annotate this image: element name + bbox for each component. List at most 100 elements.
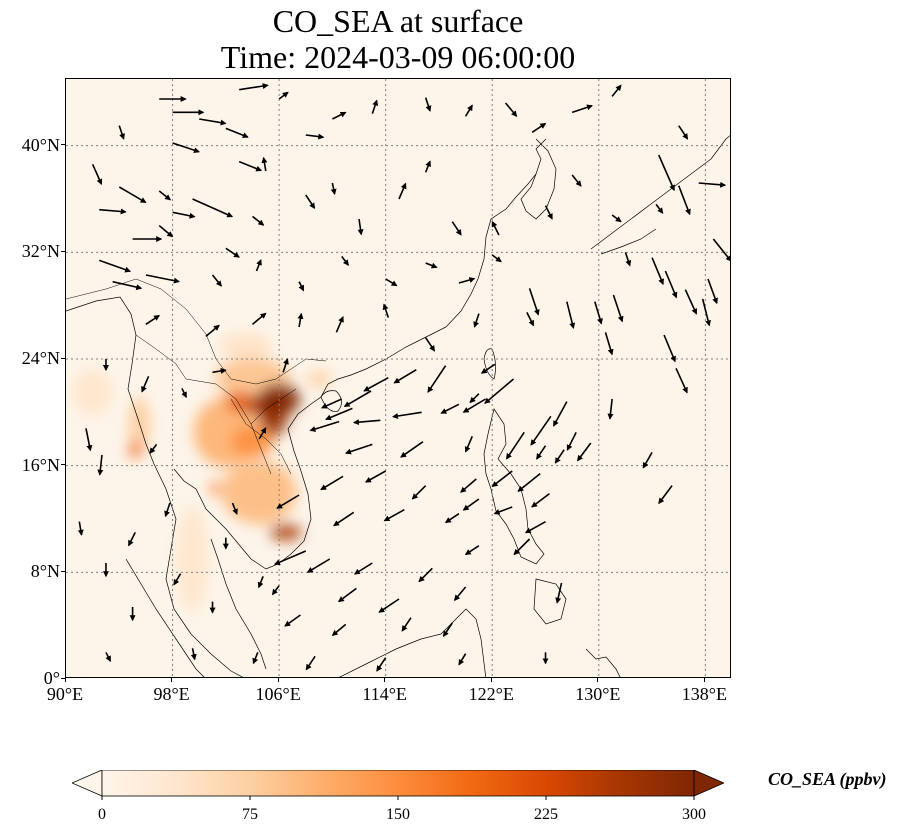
wind-arrow bbox=[118, 125, 125, 140]
wind-arrow bbox=[642, 451, 653, 469]
wind-arrow bbox=[473, 313, 480, 328]
wind-arrow bbox=[239, 83, 269, 91]
latitude-tick-label: 32°N bbox=[21, 241, 60, 262]
wind-arrow bbox=[677, 185, 691, 216]
longitude-tick-label: 138°E bbox=[681, 684, 727, 704]
wind-arrow bbox=[505, 431, 525, 460]
wind-arrow bbox=[278, 91, 289, 100]
concentration-hotspot bbox=[221, 460, 297, 525]
wind-arrow bbox=[258, 427, 267, 440]
wind-arrow bbox=[212, 367, 227, 374]
latitude-tick-label: 8°N bbox=[30, 561, 60, 582]
wind-arrow bbox=[576, 442, 592, 462]
wind-arrow bbox=[427, 365, 447, 393]
wind-arrow bbox=[99, 208, 127, 215]
wind-arrow bbox=[392, 411, 422, 419]
wind-arrow bbox=[77, 521, 84, 536]
wind-arrow bbox=[305, 194, 316, 210]
coastline-mindanao bbox=[533, 578, 567, 625]
coastline-philippines bbox=[483, 408, 545, 565]
wind-arrow bbox=[105, 651, 112, 663]
latitude-tick-label: 0° bbox=[43, 668, 60, 688]
longitude-tick-label: 90°E bbox=[46, 684, 84, 704]
wind-arrow bbox=[190, 648, 197, 661]
wind-arrow bbox=[385, 278, 398, 287]
colorbar-tick-label: 300 bbox=[682, 806, 706, 823]
coastline-korea bbox=[520, 138, 557, 220]
wind-arrow bbox=[309, 420, 340, 432]
wind-arrow bbox=[141, 376, 150, 393]
concentration-hotspot bbox=[209, 481, 221, 496]
wind-arrow bbox=[675, 368, 688, 394]
longitude-tick-label: 114°E bbox=[362, 684, 407, 704]
wind-arrow bbox=[491, 254, 502, 263]
wind-arrow bbox=[321, 398, 343, 409]
wind-arrow bbox=[460, 478, 477, 493]
wind-arrow bbox=[297, 312, 304, 328]
longitude-tick bbox=[277, 678, 279, 682]
wind-arrow bbox=[255, 259, 262, 272]
wind-arrow bbox=[707, 278, 718, 305]
wind-arrow bbox=[571, 104, 593, 114]
wind-arrow bbox=[363, 376, 389, 392]
wind-arrow bbox=[225, 247, 240, 258]
longitude-tick bbox=[490, 678, 492, 682]
wind-arrow bbox=[345, 443, 373, 455]
wind-arrow bbox=[493, 506, 513, 515]
longitude-tick bbox=[64, 678, 66, 682]
wind-arrow bbox=[352, 419, 381, 426]
wind-arrow bbox=[145, 314, 160, 325]
wind-arrow bbox=[158, 190, 172, 201]
wind-arrow bbox=[205, 324, 220, 337]
wind-arrow bbox=[282, 358, 289, 373]
latitude-tick-label: 16°N bbox=[21, 454, 60, 475]
concentration-hotspot bbox=[269, 524, 302, 541]
wind-arrow bbox=[331, 623, 347, 636]
wind-arrow bbox=[604, 332, 614, 356]
wind-arrow bbox=[353, 562, 373, 575]
wind-arrow bbox=[424, 337, 436, 352]
wind-arrow bbox=[251, 312, 267, 325]
wind-arrow bbox=[305, 655, 316, 671]
wind-arrow bbox=[464, 436, 473, 453]
wind-arrow bbox=[531, 493, 550, 508]
wind-arrow bbox=[658, 154, 675, 192]
coastline-japan bbox=[590, 135, 730, 255]
wind-arrow bbox=[594, 301, 603, 325]
wind-arrow bbox=[225, 127, 249, 139]
wind-arrow bbox=[651, 257, 664, 285]
longitude-tick bbox=[703, 678, 705, 682]
wind-arrow bbox=[231, 502, 238, 515]
wind-arrow bbox=[513, 538, 531, 556]
longitude-tick-label: 98°E bbox=[153, 684, 190, 704]
wind-arrow bbox=[484, 378, 515, 404]
wind-arrow bbox=[530, 415, 552, 446]
latitude-tick bbox=[61, 570, 65, 572]
colorbar-tick-label: 75 bbox=[242, 806, 258, 823]
graticule bbox=[66, 79, 730, 677]
wind-arrow bbox=[164, 502, 171, 518]
wind-arrow bbox=[712, 238, 730, 262]
wind-arrow bbox=[298, 281, 305, 292]
wind-arrow bbox=[701, 298, 711, 327]
wind-arrow bbox=[274, 550, 307, 565]
longitude-tick bbox=[384, 678, 386, 682]
wind-arrow bbox=[341, 255, 349, 266]
wind-arrow bbox=[698, 181, 727, 188]
wind-arrow bbox=[99, 259, 132, 273]
wind-arrow bbox=[401, 617, 412, 632]
longitude-tick-label: 106°E bbox=[255, 684, 301, 704]
chart-subtitle: Time: 2024-03-09 06:00:00 bbox=[220, 39, 576, 75]
map-panel bbox=[65, 78, 731, 678]
wind-arrow bbox=[611, 214, 622, 223]
wind-vector-field bbox=[77, 83, 730, 672]
colorbar-tick-label: 150 bbox=[386, 806, 410, 823]
concentration-hotspot bbox=[72, 368, 113, 417]
wind-arrow bbox=[555, 582, 563, 604]
wind-arrow bbox=[238, 160, 263, 172]
wind-arrow bbox=[305, 133, 325, 140]
wind-arrow bbox=[371, 99, 379, 114]
latitude-tick bbox=[61, 357, 65, 359]
wind-arrow bbox=[393, 368, 417, 384]
wind-arrow bbox=[118, 186, 147, 204]
